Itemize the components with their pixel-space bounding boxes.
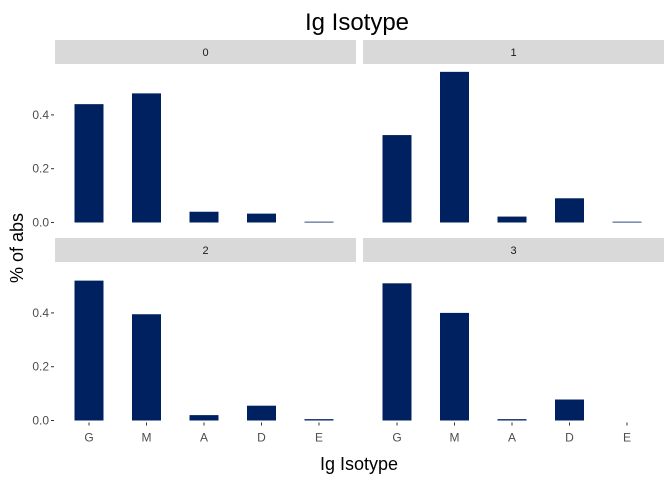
facet-strip: [55, 238, 356, 262]
facet-strip: [363, 40, 664, 64]
x-tick-label: M: [450, 431, 460, 445]
chart-title: Ig Isotype: [305, 9, 409, 36]
facet-strip: [55, 40, 356, 64]
bar-1-D: [555, 198, 584, 223]
bar-1-G: [382, 135, 412, 223]
facet-panel-1: 1: [363, 40, 664, 223]
bar-0-D: [247, 213, 276, 223]
bar-2-M: [132, 314, 161, 421]
bar-0-E: [304, 221, 334, 223]
y-tick-label: 0.4: [32, 108, 49, 122]
x-tick-label: G: [392, 431, 401, 445]
x-tick-label: M: [142, 431, 152, 445]
x-tick-label: D: [565, 431, 574, 445]
x-tick-label: E: [623, 431, 631, 445]
facet-strip: [363, 238, 664, 262]
x-tick-label: G: [84, 431, 93, 445]
bar-3-D: [555, 399, 584, 421]
bar-3-G: [382, 283, 412, 421]
y-axis-title: % of abs: [7, 213, 27, 283]
facet-strip-label: 2: [202, 245, 208, 257]
y-tick-label: 0.2: [32, 360, 49, 374]
bar-1-A: [497, 216, 527, 223]
facet-panel-3: 3 G M A D E: [363, 238, 664, 445]
bar-1-M: [440, 71, 469, 223]
bar-2-G: [74, 280, 104, 421]
facet-panel-2: 2 0.0 0.2 0.4 G M A D E: [32, 238, 356, 445]
facet-panels: 0 0.0 0.2 0.4 1 2 0.0 0.2 0.4 G M A D E 3 G M A D E: [32, 40, 664, 445]
y-tick-label: 0.0: [32, 216, 49, 230]
bar-0-G: [74, 104, 104, 223]
x-axis-title: Ig Isotype: [320, 454, 398, 474]
bar-2-A: [189, 415, 219, 421]
bar-3-A: [497, 419, 527, 421]
facet-panel-0: 0 0.0 0.2 0.4: [32, 40, 356, 230]
bar-2-D: [247, 405, 276, 421]
bar-2-E: [304, 419, 334, 421]
x-tick-label: D: [257, 431, 266, 445]
x-tick-label: E: [315, 431, 323, 445]
bar-0-M: [132, 93, 161, 223]
x-tick-label: A: [508, 431, 516, 445]
bar-1-E: [612, 221, 642, 223]
y-tick-label: 0.2: [32, 162, 49, 176]
bar-3-M: [440, 312, 469, 421]
y-tick-label: 0.4: [32, 306, 49, 320]
facet-strip-label: 1: [510, 47, 516, 59]
facet-strip-label: 0: [202, 47, 208, 59]
y-tick-label: 0.0: [32, 414, 49, 428]
facet-strip-label: 3: [510, 245, 516, 257]
bar-0-A: [189, 211, 219, 223]
x-tick-label: A: [200, 431, 208, 445]
